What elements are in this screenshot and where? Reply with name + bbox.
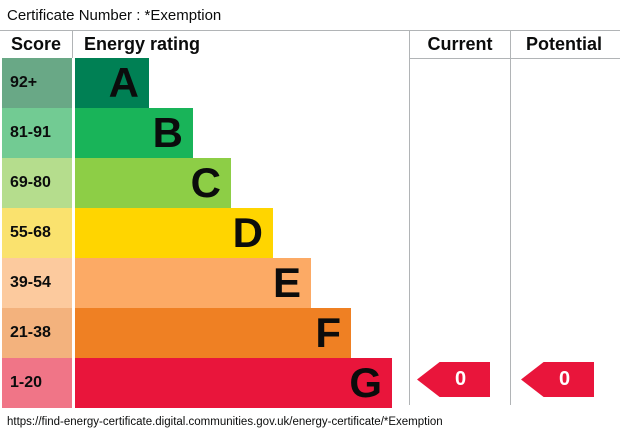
score-cell: 55-68	[2, 208, 72, 258]
band-row-a: 92+ A	[0, 58, 620, 108]
band-bar-d: D	[75, 208, 273, 258]
band-bar-e: E	[75, 258, 311, 308]
certificate-number-title: Certificate Number : *Exemption	[7, 7, 222, 24]
table-header-row: Score Energy rating Current Potential	[0, 31, 620, 58]
gridline-current-divider	[409, 31, 410, 405]
header-current: Current	[427, 34, 493, 54]
score-cell: 21-38	[2, 308, 72, 358]
table-top-border	[0, 30, 620, 31]
current-rating-value: 0	[454, 368, 467, 390]
band-bar-a: A	[75, 58, 149, 108]
header-potential: Potential	[525, 34, 602, 54]
band-row-e: 39-54 E	[0, 258, 620, 308]
score-cell: 39-54	[2, 258, 72, 308]
band-row-g: 1-20 G	[0, 358, 620, 408]
gridline-potential-divider	[510, 31, 511, 405]
header-energy-rating: Energy rating	[84, 34, 201, 54]
band-bar-f: F	[75, 308, 351, 358]
band-row-c: 69-80 C	[0, 158, 620, 208]
header-score: Score	[10, 34, 62, 54]
score-cell: 1-20	[2, 358, 72, 408]
band-row-d: 55-68 D	[0, 208, 620, 258]
band-bar-g: G	[75, 358, 392, 408]
band-rows: 92+ A 81-91 B 69-80 C 55-68 D 39-54 E 21…	[0, 58, 620, 408]
band-bar-c: C	[75, 158, 231, 208]
potential-rating-value: 0	[558, 368, 571, 390]
band-row-b: 81-91 B	[0, 108, 620, 158]
certificate-url: https://find-energy-certificate.digital.…	[7, 416, 443, 428]
gridline-header-underline	[409, 58, 620, 59]
score-cell: 81-91	[2, 108, 72, 158]
band-row-f: 21-38 F	[0, 308, 620, 358]
score-cell: 69-80	[2, 158, 72, 208]
band-bar-b: B	[75, 108, 193, 158]
score-cell: 92+	[2, 58, 72, 108]
gridline-score-divider	[72, 31, 73, 58]
